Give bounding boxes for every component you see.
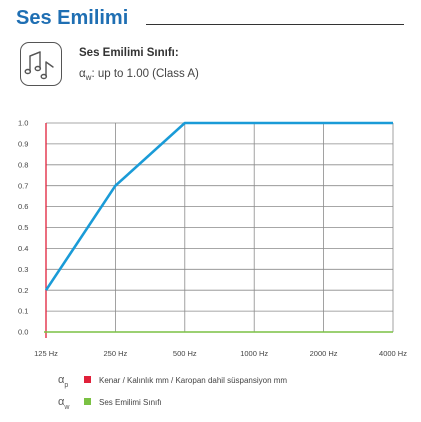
y-tick-label: 1.0 [18,119,28,128]
section-title: Ses Emilimi [16,7,129,29]
legend-label: Ses Emilimi Sınıfı [99,398,162,407]
y-tick-label: 0.6 [18,202,28,211]
y-tick-label: 0.2 [18,286,28,295]
y-tick-label: 0.3 [18,265,28,274]
legend-label: Kenar / Kalınlık mm / Karopan dahil süsp… [99,376,288,385]
title-divider [146,24,404,25]
alpha-symbol: α [79,68,86,80]
series-line [44,121,393,291]
x-tick-label: 500 Hz [173,349,197,358]
y-tick-label: 0.7 [18,181,28,190]
y-tick-label: 0.8 [18,160,28,169]
legend-subscript: w [64,404,70,411]
x-tick-label: 4000 Hz [379,349,407,358]
legend-subscript: p [64,382,69,389]
music-notes-icon [20,42,62,86]
legend-symbol: α [58,374,65,386]
legend-swatch-red [84,376,91,383]
legend-symbol: α [58,396,65,408]
x-tick-label: 125 Hz [34,349,58,358]
legend-item-alpha-p: αp Kenar / Kalınlık mm / Karopan dahil sü… [58,374,287,389]
y-tick-label: 0.4 [18,244,28,253]
y-tick-label: 0.5 [18,223,28,232]
y-tick-label: 0.0 [18,328,28,337]
legend-swatch-green [84,398,91,405]
alpha-subscript: w [85,73,92,82]
y-tick-label: 0.1 [18,307,28,316]
x-tick-label: 2000 Hz [310,349,338,358]
class-value-text: : up to 1.00 (Class A) [91,68,199,80]
x-tick-label: 1000 Hz [240,349,268,358]
class-value: αw: up to 1.00 (Class A) [79,68,199,82]
x-tick-label: 250 Hz [104,349,128,358]
class-title: Ses Emilimi Sınıfı: [79,47,179,59]
y-tick-label: 0.9 [18,140,28,149]
legend-item-alpha-w: αw Ses Emilimi Sınıfı [58,396,162,411]
